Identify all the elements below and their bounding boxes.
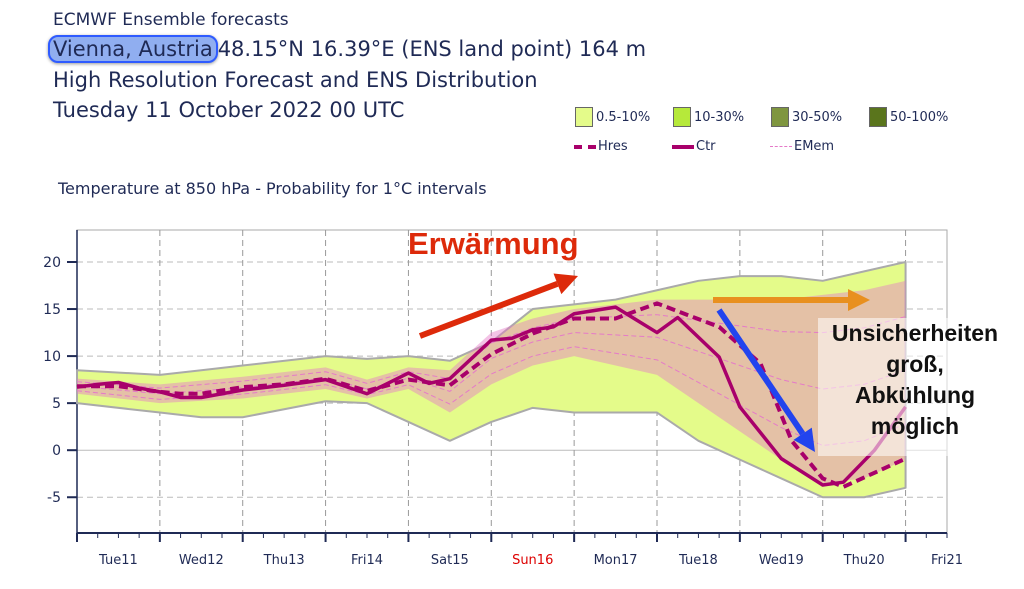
legend-swatch [673,107,691,127]
x-tick-label: Wed12 [179,553,224,568]
warming-arrow-head [553,273,578,295]
cooling-arrow-shaft [716,308,806,436]
note-backdrop [818,318,948,456]
x-tick-label: Fri14 [351,553,383,568]
x-tick-label: Sat15 [431,553,469,568]
location-line: Vienna, Austria 48.15°N 16.39°E (ENS land… [48,35,647,63]
legend-label: Hres [598,139,628,154]
legend-label: Ctr [696,139,716,154]
legend-prob-3: 50-100% [869,107,948,127]
legend-label: 30-50% [792,109,843,125]
legend-line-emem [770,146,792,147]
y-tick-label: 0 [52,443,61,459]
base-time: Tuesday 11 October 2022 00 UTC [53,98,405,122]
legend-label: 0.5-10% [596,109,651,125]
product-title: ECMWF Ensemble forecasts [53,10,289,30]
legend-prob-1: 10-30% [673,107,744,127]
forecast-type: High Resolution Forecast and ENS Distrib… [53,68,538,92]
chart-title: Temperature at 850 hPa - Probability for… [58,179,487,198]
place-name-highlight: Vienna, Austria [48,35,218,63]
location-coords: 48.15°N 16.39°E (ENS land point) 164 m [217,37,647,61]
legend-swatch [869,107,887,127]
y-tick-label: 10 [43,349,61,365]
x-tick-label: Tue18 [678,553,718,568]
y-tick-label: 20 [43,255,61,271]
y-tick-label: -5 [47,490,61,506]
note-line: groß, [886,351,944,377]
legend-label: 50-100% [890,109,949,125]
uncertainty-arrow-head [848,289,870,311]
warming-arrow-shaft [418,281,559,339]
legend-hres: Hres [574,139,628,154]
series-hres [77,301,907,489]
x-tick-label: Mon17 [594,553,638,568]
legend-prob-2: 30-50% [771,107,842,127]
x-tick-label: Sun16 [512,553,553,568]
legend-line-ctr [672,144,694,149]
warming-annotation: Erwärmung [408,226,579,261]
legend-ctr: Ctr [672,139,716,154]
ens-member-line [76,314,906,389]
y-tick-label: 15 [43,302,61,318]
x-tick-label: Wed19 [759,553,804,568]
note-line: Unsicherheiten [831,320,999,346]
legend-label: 10-30% [694,109,745,125]
ens-member-spread [77,280,906,484]
legend-swatch [575,107,593,127]
x-tick-label: Fri21 [931,553,963,568]
uncertainty-annotation: Unsicherheiten groß, Abkühlung möglich [806,318,1024,442]
series-ctr [76,305,907,487]
legend-prob-0: 0.5-10% [575,107,650,127]
y-tick-label: 5 [52,396,61,412]
cooling-arrow-head [793,427,815,452]
note-line: Abkühlung [854,382,976,408]
note-line: möglich [870,413,960,439]
x-tick-label: Thu20 [843,553,885,568]
legend-line-hres [574,144,596,149]
legend-label: EMem [794,139,835,154]
legend-swatch [771,107,789,127]
x-tick-label: Thu13 [263,553,305,568]
legend-emem: EMem [770,139,834,154]
x-tick-label: Tue11 [98,553,138,568]
